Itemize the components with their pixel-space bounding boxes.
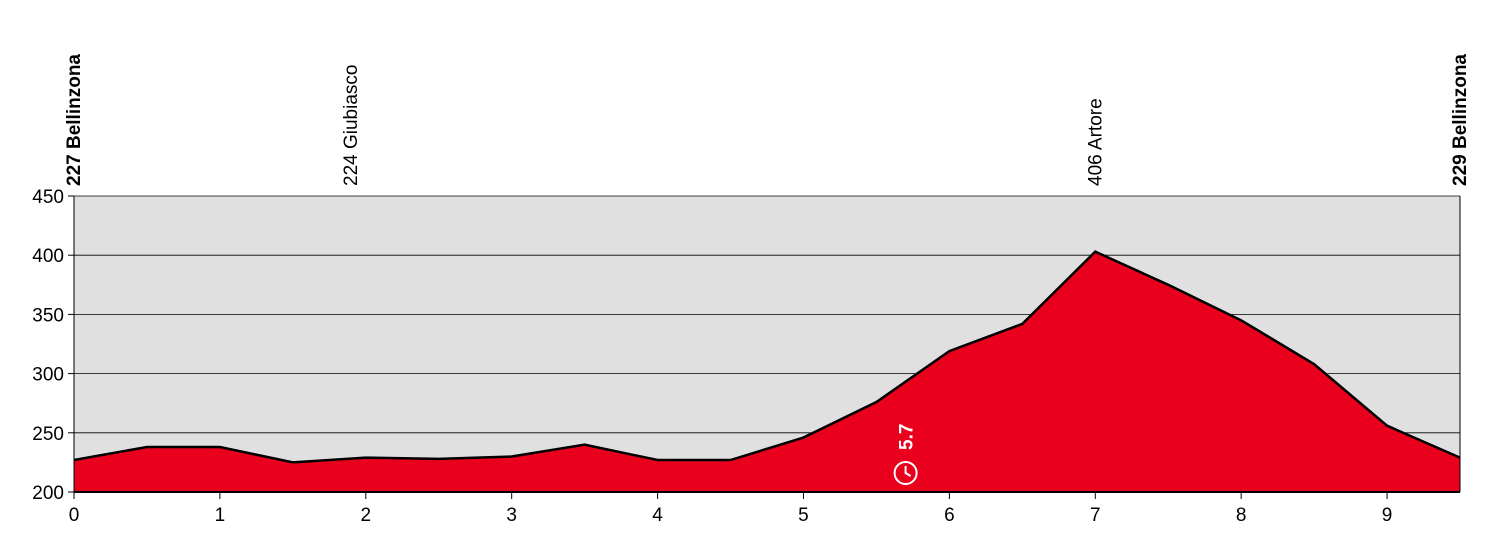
x-tick-label: 4 — [652, 505, 663, 526]
y-tick-label: 400 — [32, 246, 64, 267]
y-tick-label: 200 — [32, 483, 64, 504]
x-tick-label: 1 — [215, 505, 226, 526]
x-tick-label: 3 — [506, 505, 517, 526]
y-tick-label: 450 — [32, 187, 64, 208]
place-label: 229 Bellinzona — [1450, 54, 1471, 186]
place-label: 227 Bellinzona — [64, 54, 85, 186]
x-tick-label: 8 — [1236, 505, 1247, 526]
sprint-label: 5.7 — [897, 424, 918, 450]
x-tick-label: 9 — [1382, 505, 1393, 526]
clock-icon — [893, 461, 918, 485]
y-tick-label: 250 — [32, 424, 64, 445]
elevation-area — [74, 251, 1460, 492]
x-tick-label: 6 — [944, 505, 955, 526]
y-tick-label: 350 — [32, 305, 64, 326]
elevation-line — [73, 250, 1461, 464]
place-label: 224 Giubiasco — [341, 65, 362, 186]
place-label: 406 Artore — [1085, 98, 1106, 186]
sprint-marker: 5.7 — [893, 424, 918, 485]
clock-hands — [904, 466, 912, 477]
x-tick-label: 5 — [798, 505, 809, 526]
x-tick-label: 7 — [1090, 505, 1101, 526]
x-tick-label: 0 — [69, 505, 80, 526]
x-tick-label: 2 — [361, 505, 372, 526]
y-tick-label: 300 — [32, 365, 64, 386]
